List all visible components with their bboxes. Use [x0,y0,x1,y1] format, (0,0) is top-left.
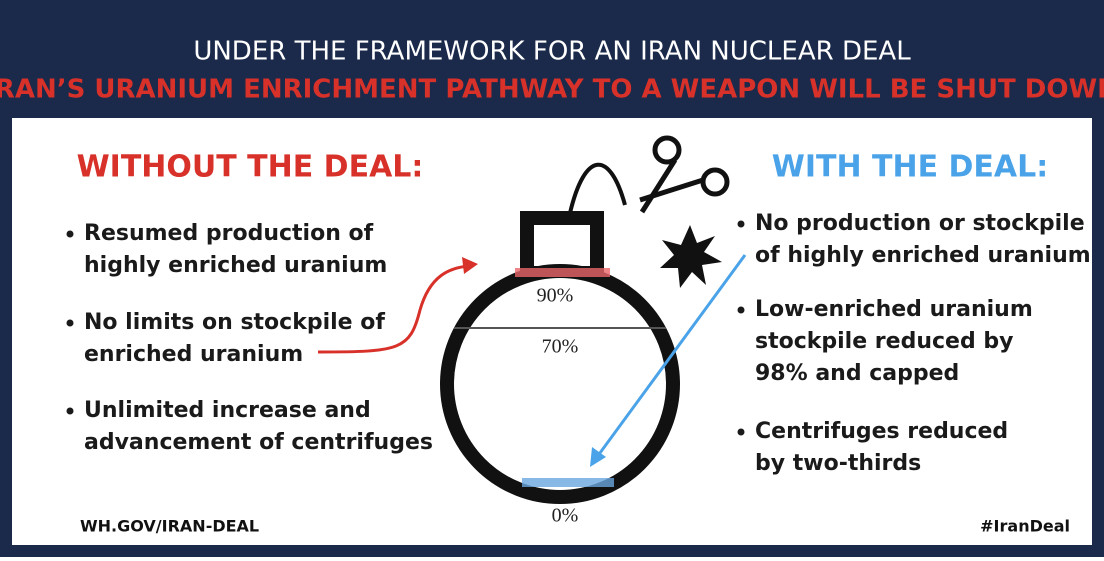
bullet-text: Centrifuges reduced [755,419,1008,444]
bullet-text: enriched uranium [84,342,303,367]
bullet-text: advancement of centrifuges [84,430,433,455]
red-highlight [515,268,610,277]
bullet-text: Low-enriched uranium [755,297,1033,322]
bullet-text: highly enriched uranium [84,253,387,278]
bullet-text: by two-thirds [755,451,921,476]
bullet-dot [67,231,74,238]
bullet-dot [67,408,74,415]
left-heading: WITHOUT THE DEAL: [77,150,424,185]
bullet-text: 98% and capped [755,361,959,386]
label-90: 90% [537,285,574,307]
title: UNDER THE FRAMEWORK FOR AN IRAN NUCLEAR … [193,37,911,67]
bullet-text: stockpile reduced by [755,329,1013,354]
footer-left: WH.GOV/IRAN-DEAL [80,517,259,536]
bullet-text: Resumed production of [84,221,374,246]
right-heading: WITH THE DEAL: [772,150,1049,185]
bullet-dot [738,429,745,436]
bullet-dot [738,221,745,228]
footer-right: #IranDeal [980,517,1070,536]
bullet-dot [738,307,745,314]
subtitle: IRAN’S URANIUM ENRICHMENT PATHWAY TO A W… [0,75,1104,105]
blue-highlight [522,478,614,487]
infographic: UNDER THE FRAMEWORK FOR AN IRAN NUCLEAR … [0,0,1104,557]
bullet-text: of highly enriched uranium [755,243,1091,268]
label-70: 70% [542,336,579,358]
bullet-text: No production or stockpile [755,211,1085,236]
bullet-text: No limits on stockpile of [84,310,385,335]
label-0: 0% [552,505,579,527]
bullet-dot [67,320,74,327]
bullet-text: Unlimited increase and [84,398,371,423]
